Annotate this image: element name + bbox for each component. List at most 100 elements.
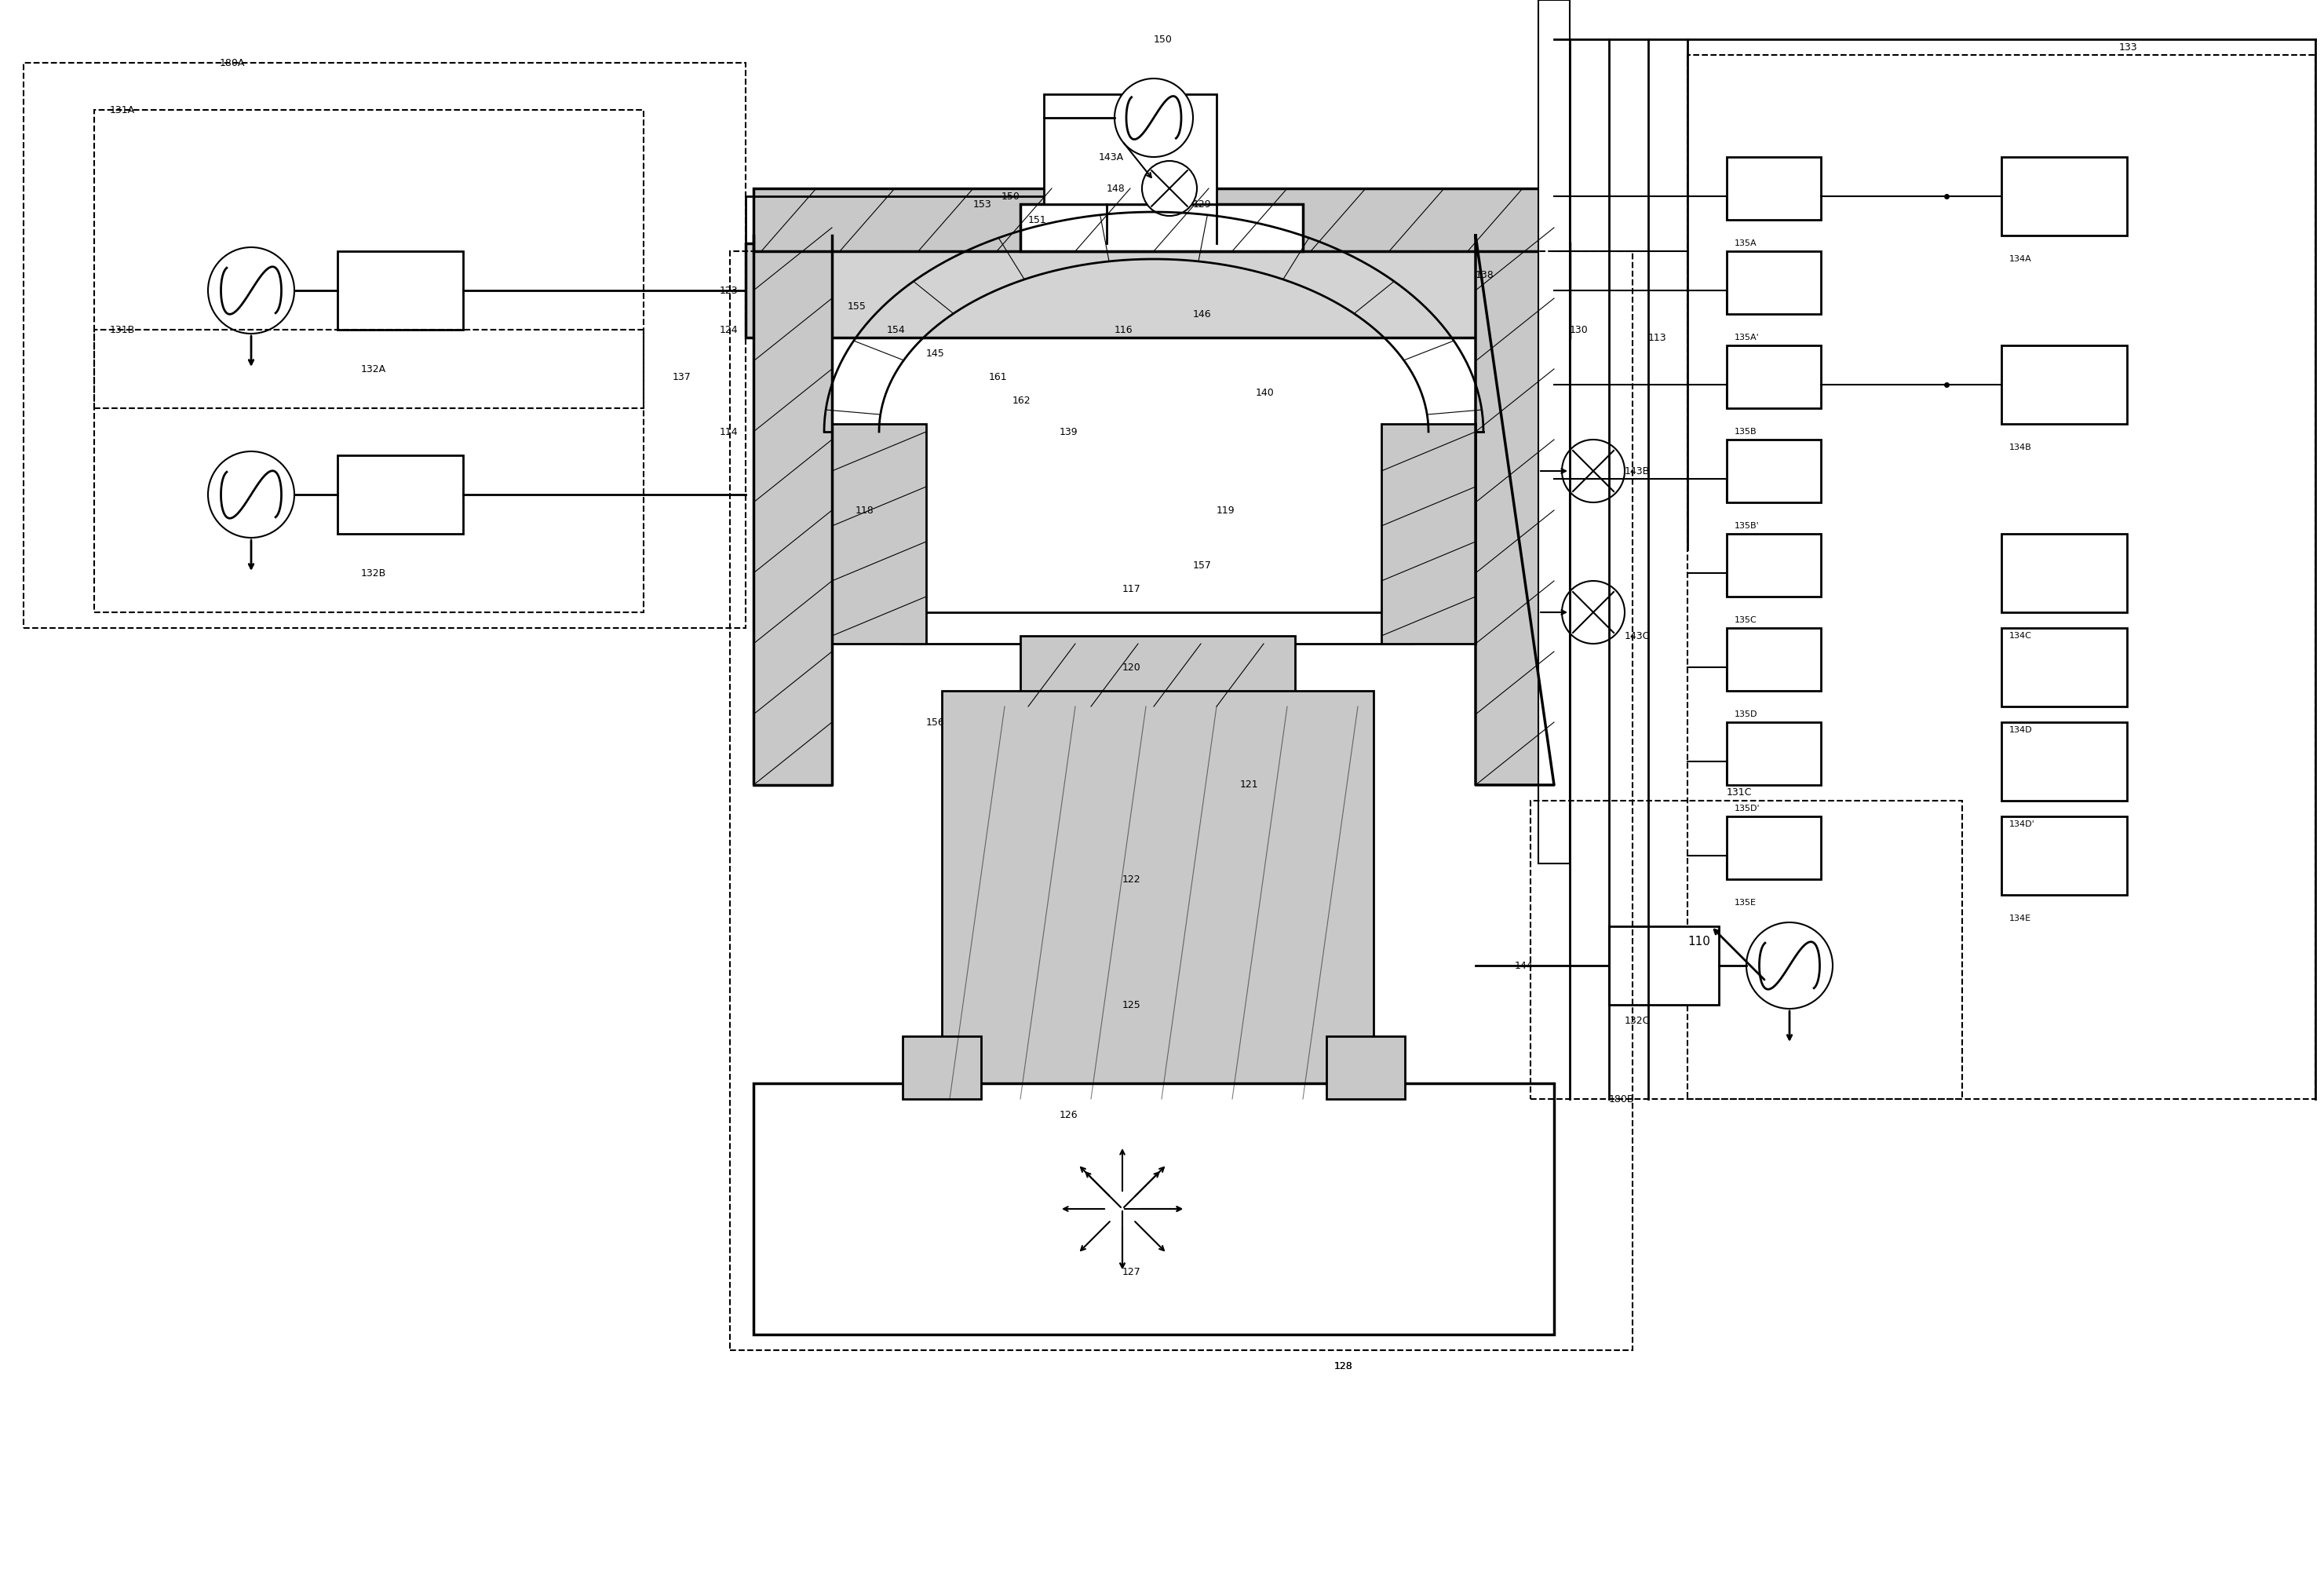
Bar [753,188,1555,251]
Text: 116: 116 [1116,325,1134,334]
Bar [2001,534,2126,612]
Bar [1727,534,1822,597]
Text: 120: 120 [1122,663,1141,672]
Text: 134A: 134A [2010,254,2031,262]
Text: 126: 126 [1060,1110,1078,1119]
Text: 128: 128 [1334,1361,1353,1371]
Polygon shape [753,236,832,785]
Bar [95,110,644,408]
Text: 130: 130 [1569,325,1587,334]
Text: 131B: 131B [109,325,135,334]
Text: 132B: 132B [360,568,386,578]
Text: 131A: 131A [109,105,135,115]
Bar [1020,204,1304,251]
Bar [2001,816,2126,895]
Text: 150: 150 [1153,35,1174,44]
Text: 146: 146 [1192,309,1211,319]
Text: 135D': 135D' [1734,804,1759,813]
Text: 135A': 135A' [1734,334,1759,342]
Text: 127: 127 [1122,1267,1141,1276]
Text: 137: 137 [672,372,690,382]
Circle shape [1562,581,1624,644]
Text: 135B': 135B' [1734,521,1759,531]
Text: 124: 124 [718,325,737,334]
Text: 113: 113 [1648,333,1666,342]
Bar [753,1083,1555,1334]
Text: 133: 133 [2119,42,2138,52]
Text: 118: 118 [855,506,874,515]
Bar [730,251,1631,1350]
Text: 135B: 135B [1734,427,1757,435]
Bar [1608,926,1720,1005]
Text: 128: 128 [1334,1361,1353,1371]
Text: 180B: 180B [1608,1094,1634,1104]
Circle shape [1141,162,1197,215]
Bar [902,1036,981,1099]
Text: 114: 114 [718,427,737,436]
Text: 134E: 134E [2010,914,2031,922]
Text: 139: 139 [1060,427,1078,436]
Text: 121: 121 [1241,780,1260,790]
Bar [1043,94,1215,204]
Bar [2001,345,2126,424]
Bar [1727,440,1822,502]
Circle shape [1116,78,1192,157]
Text: 150: 150 [1002,192,1020,201]
Bar [1727,345,1822,408]
Text: 153: 153 [974,199,992,209]
Text: 143A: 143A [1099,152,1125,162]
Bar [1687,55,2315,1099]
Bar [1538,0,1569,864]
Bar [337,455,462,534]
Text: 143C: 143C [1624,631,1650,641]
Circle shape [207,452,295,537]
Bar [95,330,644,612]
Bar [746,243,1569,338]
Text: 135C: 135C [1734,615,1757,623]
Circle shape [1745,922,1834,1008]
Bar [2001,722,2126,801]
Bar [23,63,746,628]
Bar [1727,251,1822,314]
Text: 143B: 143B [1624,466,1650,476]
Bar [1020,636,1294,706]
Text: 134D: 134D [2010,725,2034,735]
Bar [1380,424,1476,644]
Bar [1727,816,1822,879]
Text: 138: 138 [1476,270,1494,279]
Bar [1727,628,1822,691]
Bar [1727,157,1822,220]
Text: 117: 117 [1122,584,1141,593]
Text: 125: 125 [1122,1000,1141,1010]
Polygon shape [1476,236,1555,785]
Text: 151: 151 [1027,215,1046,225]
Bar [941,691,1373,1099]
Text: 162: 162 [1013,396,1032,405]
Text: 135D: 135D [1734,710,1757,719]
Text: 144: 144 [1515,961,1534,970]
Text: 154: 154 [888,325,906,334]
Text: 156: 156 [927,717,946,727]
Text: 132C: 132C [1624,1016,1650,1025]
Text: 132A: 132A [360,364,386,374]
Circle shape [1562,440,1624,502]
Bar [2001,628,2126,706]
Text: 110: 110 [1687,936,1710,948]
Text: 119: 119 [1215,506,1234,515]
Bar [2001,157,2126,236]
Text: 140: 140 [1255,388,1274,397]
Text: 155: 155 [848,301,867,311]
Bar [832,424,927,644]
Bar [337,251,462,330]
Bar [1727,722,1822,785]
Text: 131C: 131C [1727,788,1752,798]
Text: 135E: 135E [1734,898,1757,906]
Circle shape [207,246,295,334]
Text: 134D': 134D' [2010,820,2036,827]
Text: 157: 157 [1192,560,1211,570]
Text: 123: 123 [718,286,737,295]
Text: 145: 145 [927,349,946,358]
Text: 180A: 180A [221,58,244,68]
Text: 134B: 134B [2010,443,2031,452]
Text: 161: 161 [990,372,1009,382]
